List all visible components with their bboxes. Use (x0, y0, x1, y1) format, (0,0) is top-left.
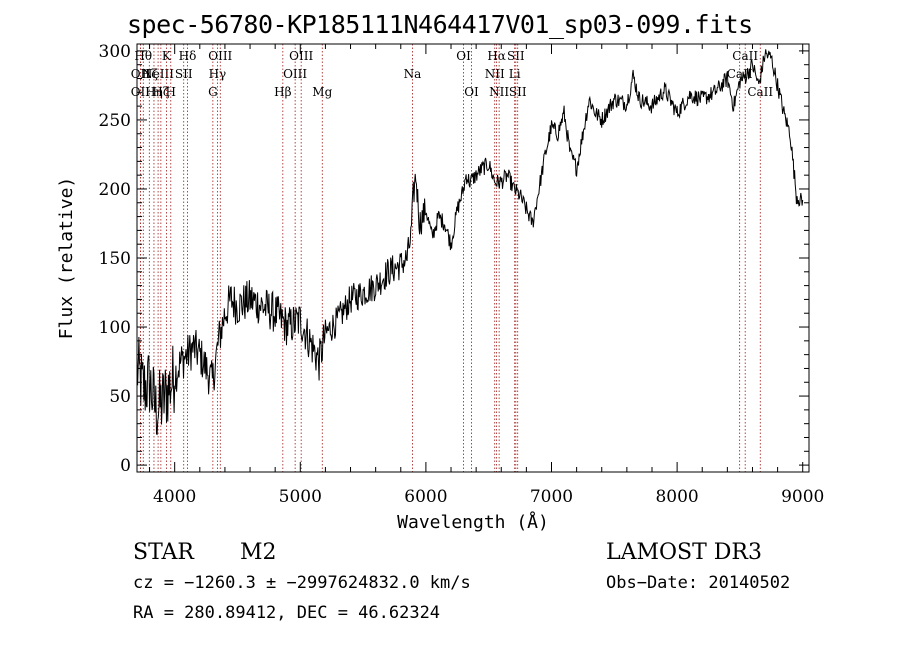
y-tick-label-100: 100 (99, 318, 131, 338)
line-label-8: H (166, 85, 176, 99)
line-label-29: CaII (747, 85, 773, 99)
line-label-12: Hγ (209, 67, 227, 81)
y-tick-label-250: 250 (99, 111, 131, 131)
line-label-25: SII (507, 49, 525, 63)
y-tick-label-150: 150 (99, 249, 131, 269)
y-tick-label-300: 300 (99, 42, 131, 62)
x-axis-label: Wavelength (Å) (397, 511, 549, 533)
survey-name: LAMOST DR3 (606, 540, 762, 565)
x-tick-label-4000: 4000 (153, 487, 196, 507)
object-class: STAR (133, 540, 194, 565)
line-label-26: SII (509, 85, 527, 99)
line-label-28: CaII (732, 49, 758, 63)
y-tick-label-0: 0 (120, 456, 131, 476)
line-label-11: G (208, 85, 218, 99)
line-label-4: Hη (145, 85, 163, 99)
redshift-readout: cz = −1260.3 ± −2997624832.0 km/s (133, 573, 471, 593)
x-tick-label-6000: 6000 (404, 487, 447, 507)
obs-date: Obs−Date: 20140502 (606, 573, 791, 593)
coordinates: RA = 280.89412, DEC = 46.62324 (133, 603, 441, 623)
line-label-23: NII (489, 85, 509, 99)
line-label-16: OIII (289, 49, 313, 63)
line-label-0: Hθ (134, 49, 152, 63)
line-label-13: OIII (208, 49, 232, 63)
line-label-15: OIII (283, 67, 307, 81)
line-label-6: Hζ (152, 85, 169, 99)
spectrum-line (136, 49, 804, 436)
line-label-9: SII (175, 67, 193, 81)
line-label-5: NeIII (142, 67, 174, 81)
line-label-3: Hζ (141, 67, 158, 81)
line-label-19: OI (456, 49, 471, 63)
line-label-14: Hβ (274, 85, 291, 99)
x-tick-label-9000: 9000 (781, 487, 824, 507)
object-subclass: M2 (240, 540, 277, 565)
y-tick-label-50: 50 (109, 387, 131, 407)
y-axis-label: Flux (relative) (56, 177, 77, 340)
line-label-18: Na (404, 67, 422, 81)
line-label-7: K (162, 49, 172, 63)
x-tick-label-5000: 5000 (279, 487, 322, 507)
x-tick-label-8000: 8000 (655, 487, 698, 507)
y-tick-label-200: 200 (99, 180, 131, 200)
plot-frame (136, 43, 810, 473)
line-label-24: Li (509, 67, 521, 81)
x-tick-label-7000: 7000 (530, 487, 573, 507)
line-label-20: OI (464, 85, 479, 99)
line-label-10: Hδ (179, 49, 197, 63)
line-label-1: OII (131, 67, 151, 81)
chart-title: spec-56780-KP185111N464417V01_sp03-099.f… (127, 10, 753, 39)
line-label-21: NII (485, 67, 505, 81)
line-label-22: Hα (487, 49, 506, 63)
line-label-17: Mg (312, 85, 332, 99)
